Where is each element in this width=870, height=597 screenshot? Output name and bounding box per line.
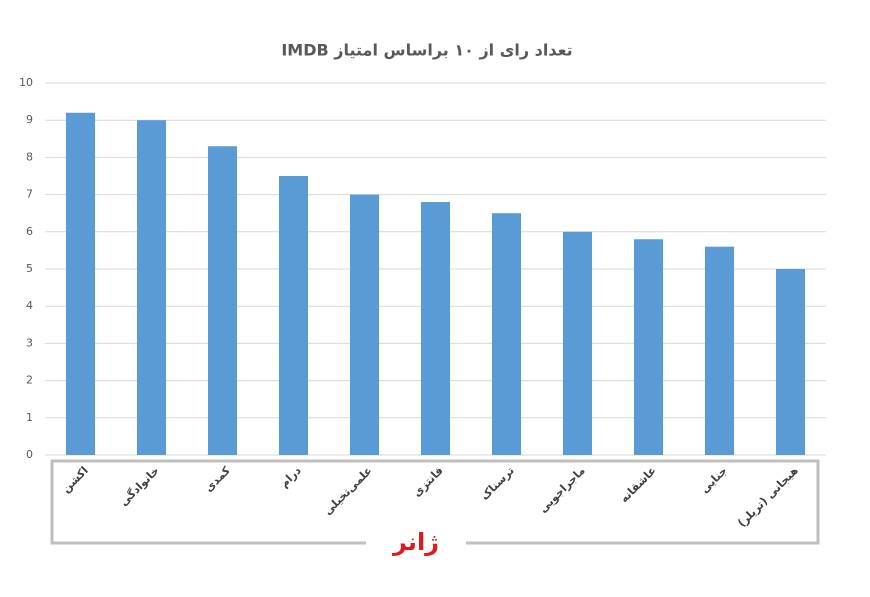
bar (349, 194, 380, 455)
bar (491, 213, 522, 455)
y-tick-label: 2 (26, 374, 33, 387)
x-tick-label: جنایی (698, 464, 730, 496)
bar (207, 146, 238, 456)
bar (65, 112, 96, 455)
x-tick-label: درام (278, 464, 304, 490)
bar (278, 176, 309, 455)
y-tick-label: 6 (26, 225, 33, 238)
x-tick-label: خانوادگی (117, 464, 162, 509)
y-tick-label: 3 (26, 336, 33, 349)
x-tick-label: اکشن (59, 464, 90, 495)
bar (633, 239, 664, 455)
bar (420, 202, 451, 455)
y-tick-label: 1 (26, 411, 33, 424)
x-tick-label: ماجراجویی (536, 464, 587, 515)
chart-title: تعداد رای از ۱۰ براساس امتیاز IMDB (281, 41, 572, 60)
y-tick-label: 0 (26, 448, 33, 461)
axis-title-bg (366, 530, 466, 556)
x-tick-label: کمدی (202, 464, 233, 495)
y-tick-label: 4 (26, 299, 33, 312)
bar (775, 269, 806, 455)
y-tick-label: 7 (26, 188, 33, 201)
x-tick-label: عاشقانه (618, 464, 659, 505)
bar (136, 120, 167, 455)
y-tick-label: 8 (26, 150, 33, 163)
bar (704, 246, 735, 455)
bar (562, 231, 593, 455)
x-axis-title: ژانر (392, 528, 439, 556)
x-tick-label: فانتزی (410, 464, 445, 499)
y-tick-label: 10 (19, 76, 33, 89)
x-tick-label: علمی‌تخیلی (321, 464, 375, 518)
x-tick-label: ترسناک (478, 464, 517, 503)
x-tick-label: هیجانی (تریلر) (735, 464, 801, 530)
y-tick-label: 5 (26, 262, 33, 275)
y-tick-label: 9 (26, 113, 33, 126)
